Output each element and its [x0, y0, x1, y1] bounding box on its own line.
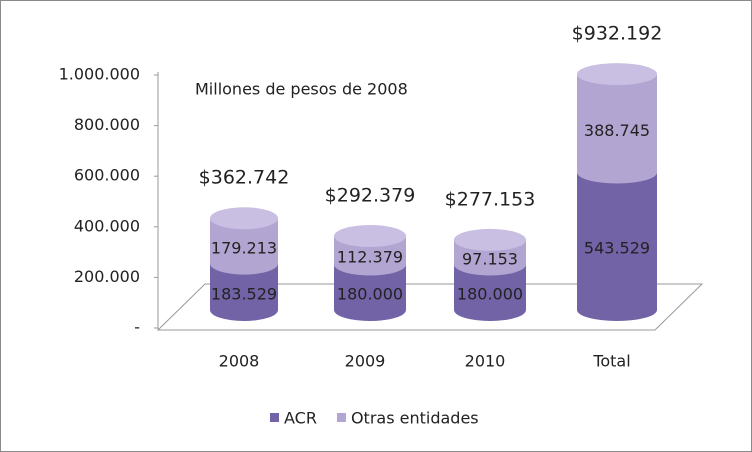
subtitle: Millones de pesos de 2008 — [195, 80, 408, 99]
y-tick-label: 200.000 — [74, 267, 140, 286]
cylinder-body — [577, 74, 657, 173]
value-label: 180.000 — [337, 285, 403, 304]
legend-swatch — [270, 413, 279, 422]
value-label: 543.529 — [584, 239, 650, 258]
cylinder-top — [210, 207, 278, 230]
total-label: $932.192 — [572, 23, 663, 45]
value-label: 180.000 — [457, 285, 523, 304]
cylinder-top — [577, 63, 657, 86]
x-tick-label: 2010 — [465, 352, 506, 371]
total-label: $277.153 — [445, 188, 536, 210]
legend-label: ACR — [284, 409, 317, 428]
x-tick-label: 2008 — [219, 352, 260, 371]
y-tick-label: 600.000 — [74, 166, 140, 185]
value-label: 97.153 — [462, 250, 518, 269]
y-tick-label: 800.000 — [74, 115, 140, 134]
legend-swatch — [336, 413, 346, 422]
legend-label: Otras entidades — [351, 409, 479, 428]
x-tick-label: Total — [592, 352, 630, 371]
cylinder-top — [454, 228, 526, 251]
y-tick-label: - — [134, 318, 140, 337]
y-tick-label: 1.000.000 — [59, 65, 140, 84]
value-label: 388.745 — [584, 121, 650, 140]
value-label: 183.529 — [211, 284, 277, 303]
y-tick-label: 400.000 — [74, 216, 140, 235]
cylinder-top — [334, 225, 406, 248]
value-label: 179.213 — [211, 238, 277, 257]
value-label: 112.379 — [337, 248, 403, 267]
x-tick-label: 2009 — [345, 352, 386, 371]
total-label: $362.742 — [199, 167, 290, 189]
cylinder-body — [577, 172, 657, 310]
total-label: $292.379 — [325, 185, 416, 207]
floor — [156, 283, 704, 331]
